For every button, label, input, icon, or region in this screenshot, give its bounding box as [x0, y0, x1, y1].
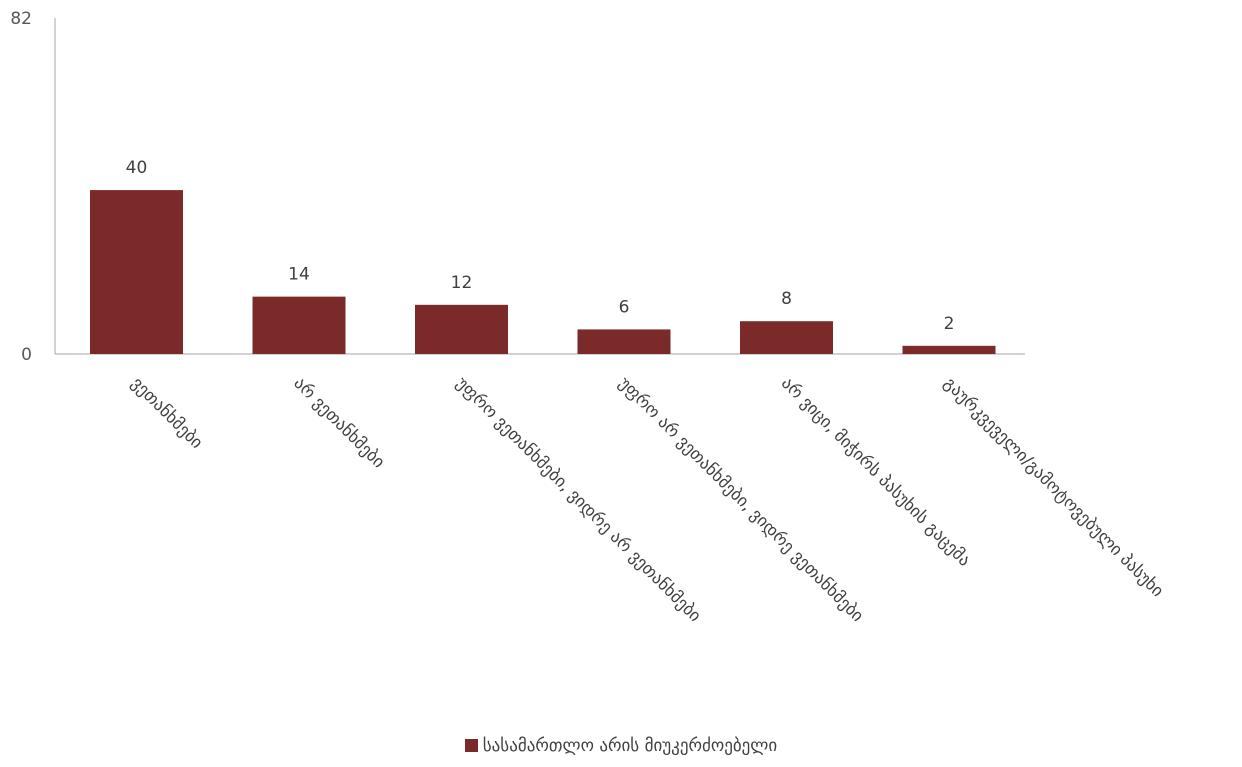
data-label: 8	[781, 289, 792, 309]
bar	[740, 321, 833, 354]
category-label: არ ვიცი, მიჭირს პასუხის გაცემა	[777, 373, 974, 570]
data-label: 40	[126, 158, 148, 178]
legend-label: სასამართლო არის მიუკერძოებელი	[482, 736, 778, 756]
bar	[252, 296, 346, 354]
bar	[902, 345, 996, 354]
bar	[90, 190, 183, 354]
data-label: 14	[288, 265, 310, 285]
category-label: არ ვეთანხმები	[289, 373, 388, 472]
legend: სასამართლო არის მიუკერძოებელი	[0, 736, 1242, 756]
bar	[415, 304, 508, 354]
data-label: 6	[619, 297, 630, 317]
bar	[577, 329, 671, 354]
category-labels: ვეთანხმები არ ვეთანხმები უფრო ვეთანხმები, …	[127, 373, 1167, 626]
bars	[90, 190, 996, 354]
data-label: 12	[451, 273, 473, 293]
y-tick-label: 0	[21, 345, 32, 365]
category-label: ვეთანხმები	[127, 373, 207, 453]
category-label: გაურკვეველი/გამოტოვებული პასუხი	[939, 373, 1167, 601]
legend-swatch	[464, 739, 478, 752]
axes: 082	[10, 9, 1025, 365]
y-tick-label: 82	[10, 9, 32, 29]
data-label: 2	[944, 314, 955, 334]
data-labels: 40 14 12 6 8 2	[126, 158, 955, 334]
